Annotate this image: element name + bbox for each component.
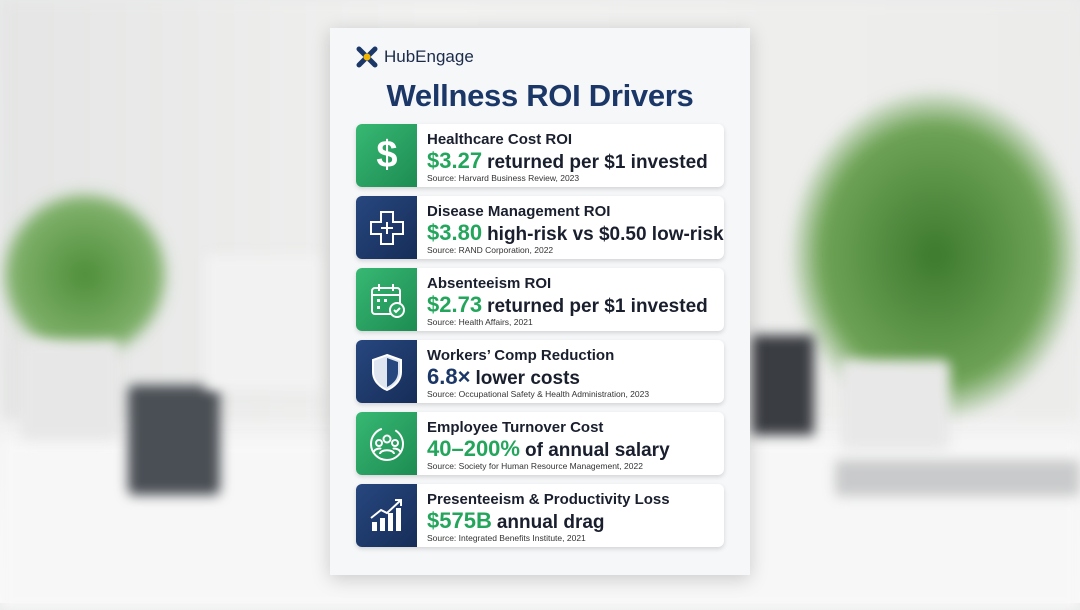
stat-line: $575B annual drag [427, 508, 605, 534]
stat-line: $3.27 returned per $1 invested [427, 148, 708, 174]
background-frame [752, 335, 814, 435]
stat-line: 6.8× lower costs [427, 364, 580, 390]
stat-icon [356, 196, 417, 259]
stat-description: returned per $1 invested [487, 152, 708, 173]
stat-title: Absenteeism ROI [427, 275, 552, 292]
brand-name: HubEngage [384, 47, 474, 66]
stat-icon [356, 268, 417, 331]
stat-highlight: 40–200% [427, 436, 520, 461]
background-laptop [835, 460, 1080, 496]
stat-icon [356, 484, 417, 547]
stat-description: annual drag [496, 512, 605, 533]
stat-highlight: $3.80 [427, 220, 483, 245]
stat-source: Source: Harvard Business Review, 2023 [427, 173, 580, 183]
stat-line: 40–200% of annual salary [427, 436, 670, 462]
background-plant [0, 190, 170, 360]
stat-card: Disease Management ROI $3.80 high-risk vs … [356, 196, 724, 259]
stat-icon [356, 340, 417, 403]
stat-source: Source: Integrated Benefits Institute, 2… [427, 533, 586, 543]
stat-description: lower costs [475, 368, 580, 389]
stat-highlight: $2.73 [427, 292, 483, 317]
stat-source: Source: Society for Human Resource Manag… [427, 461, 643, 471]
icon-graphic: $ [376, 136, 397, 176]
icon-graphic [369, 426, 404, 461]
icon-graphic [369, 210, 404, 245]
stat-source: Source: Health Affairs, 2021 [427, 317, 533, 327]
brand: HubEngage [356, 46, 474, 68]
icon-graphic [369, 498, 402, 531]
icon-graphic [371, 353, 402, 391]
stat-description: returned per $1 invested [487, 296, 708, 317]
background-pencil-cup [128, 385, 220, 495]
poster: HubEngage Wellness ROI Drivers $ Healthca… [330, 28, 750, 575]
stat-title: Presenteeism & Productivity Loss [427, 491, 670, 508]
stat-title: Disease Management ROI [427, 203, 611, 220]
stat-line: $3.80 high-risk vs $0.50 low-risk [427, 220, 724, 246]
stat-title: Employee Turnover Cost [427, 419, 604, 436]
stat-card: Employee Turnover Cost 40–200% of annual s… [356, 412, 724, 475]
stat-card: Absenteeism ROI $2.73 returned per $1 inve… [356, 268, 724, 331]
stat-description: of annual salary [524, 440, 670, 461]
stat-line: $2.73 returned per $1 invested [427, 292, 708, 318]
background-pot [840, 360, 950, 450]
brand-logo [356, 46, 378, 68]
svg-text:$: $ [376, 136, 397, 176]
stat-card: Presenteeism & Productivity Loss $575B ann… [356, 484, 724, 547]
background-binders [205, 255, 325, 390]
stat-source: Source: Occupational Safety & Health Adm… [427, 389, 650, 399]
stat-title: Healthcare Cost ROI [427, 131, 573, 148]
stat-highlight: $575B [427, 508, 492, 533]
stat-description: high-risk vs $0.50 low-risk [487, 224, 724, 245]
stat-title: Workers’ Comp Reduction [427, 347, 615, 364]
stat-highlight: $3.27 [427, 148, 483, 173]
background-pot [20, 340, 120, 440]
stat-highlight: 6.8× [427, 364, 471, 389]
poster-title: Wellness ROI Drivers [386, 78, 694, 113]
stat-icon [356, 412, 417, 475]
stat-card: $ Healthcare Cost ROI $3.27 returned per $1… [356, 124, 724, 187]
stat-card: Workers’ Comp Reduction 6.8× lower costs So… [356, 340, 724, 403]
icon-graphic [370, 283, 405, 318]
stat-icon: $ [356, 124, 417, 187]
stat-source: Source: RAND Corporation, 2022 [427, 245, 554, 255]
